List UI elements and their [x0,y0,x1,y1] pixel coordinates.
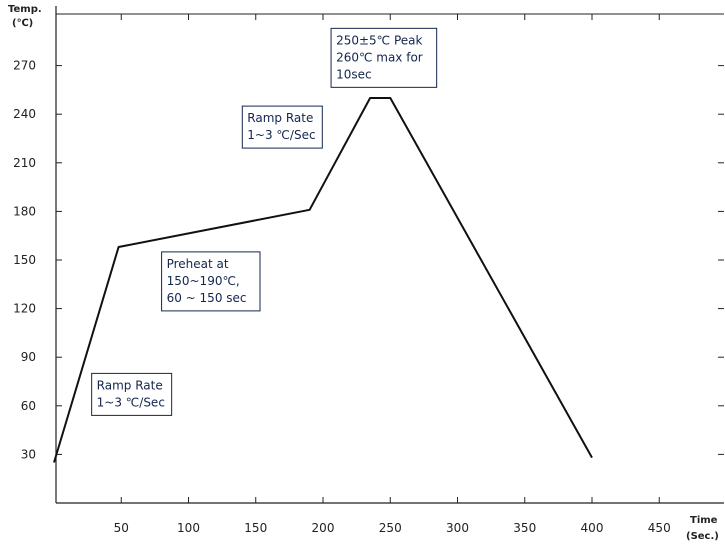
series [53,97,593,463]
axis-titles: Temp. (℃) Time (Sec.) [8,4,719,542]
annotation-1: Preheat at 150~190℃, 60 ~ 150 sec [161,251,261,312]
annotation-box-1 [161,251,261,312]
annotation-3: 250±5℃ Peak 260℃ max for 10sec [330,27,438,88]
annotation-box-0 [91,372,173,416]
annotation-text-3-2: 10sec [336,67,372,81]
x-tick-label-200: 200 [312,521,335,535]
x-axis-title-line2: (Sec.) [686,531,719,542]
annotation-text-0-1: 1~3 ℃/Sec [97,395,165,409]
axis-ticks [56,14,724,503]
y-tick-label-90: 90 [21,350,36,364]
annotation-box-2 [241,105,323,149]
y-tick-label-60: 60 [21,399,36,413]
x-tick-label-400: 400 [581,521,604,535]
x-tick-label-150: 150 [244,521,267,535]
y-axis-title-line2: (℃) [12,18,33,29]
x-tick-label-50: 50 [114,521,129,535]
annotation-2: Ramp Rate 1~3 ℃/Sec [241,105,323,149]
y-tick-label-30: 30 [21,447,36,461]
y-tick-label-120: 120 [13,302,36,316]
x-tick-label-300: 300 [446,521,469,535]
x-tick-label-450: 450 [648,521,671,535]
tick-labels: 30 60 90 120 150 180 210 240 270 50 100 150 200 250 30… [13,59,671,535]
annotation-text-1-2: 60 ~ 150 sec [167,291,247,305]
annotation-text-3-1: 260℃ max for [336,50,423,64]
y-tick-label-150: 150 [13,253,36,267]
annotation-0: Ramp Rate 1~3 ℃/Sec [91,372,173,416]
annotation-text-0-0: Ramp Rate [97,378,163,392]
annotation-box-3 [330,27,438,88]
y-tick-label-180: 180 [13,204,36,218]
x-axis-title-line1: Time [690,515,718,526]
annotation-text-3-0: 250±5℃ Peak [336,33,422,47]
y-tick-label-210: 210 [13,156,36,170]
annotation-text-1-1: 150~190℃, [167,274,240,288]
annotations: Ramp Rate 1~3 ℃/Sec Preheat at 150~190℃, 60 … [91,27,438,416]
series-line-0 [53,97,593,463]
x-tick-label-100: 100 [177,521,200,535]
y-tick-label-240: 240 [13,107,36,121]
annotation-text-1-0: Preheat at [167,257,229,271]
annotation-text-2-0: Ramp Rate [247,111,313,125]
x-tick-label-250: 250 [379,521,402,535]
y-tick-label-270: 270 [13,59,36,73]
annotation-text-2-1: 1~3 ℃/Sec [247,128,315,142]
y-axis-title-line1: Temp. [8,4,42,15]
x-tick-label-350: 350 [513,521,536,535]
